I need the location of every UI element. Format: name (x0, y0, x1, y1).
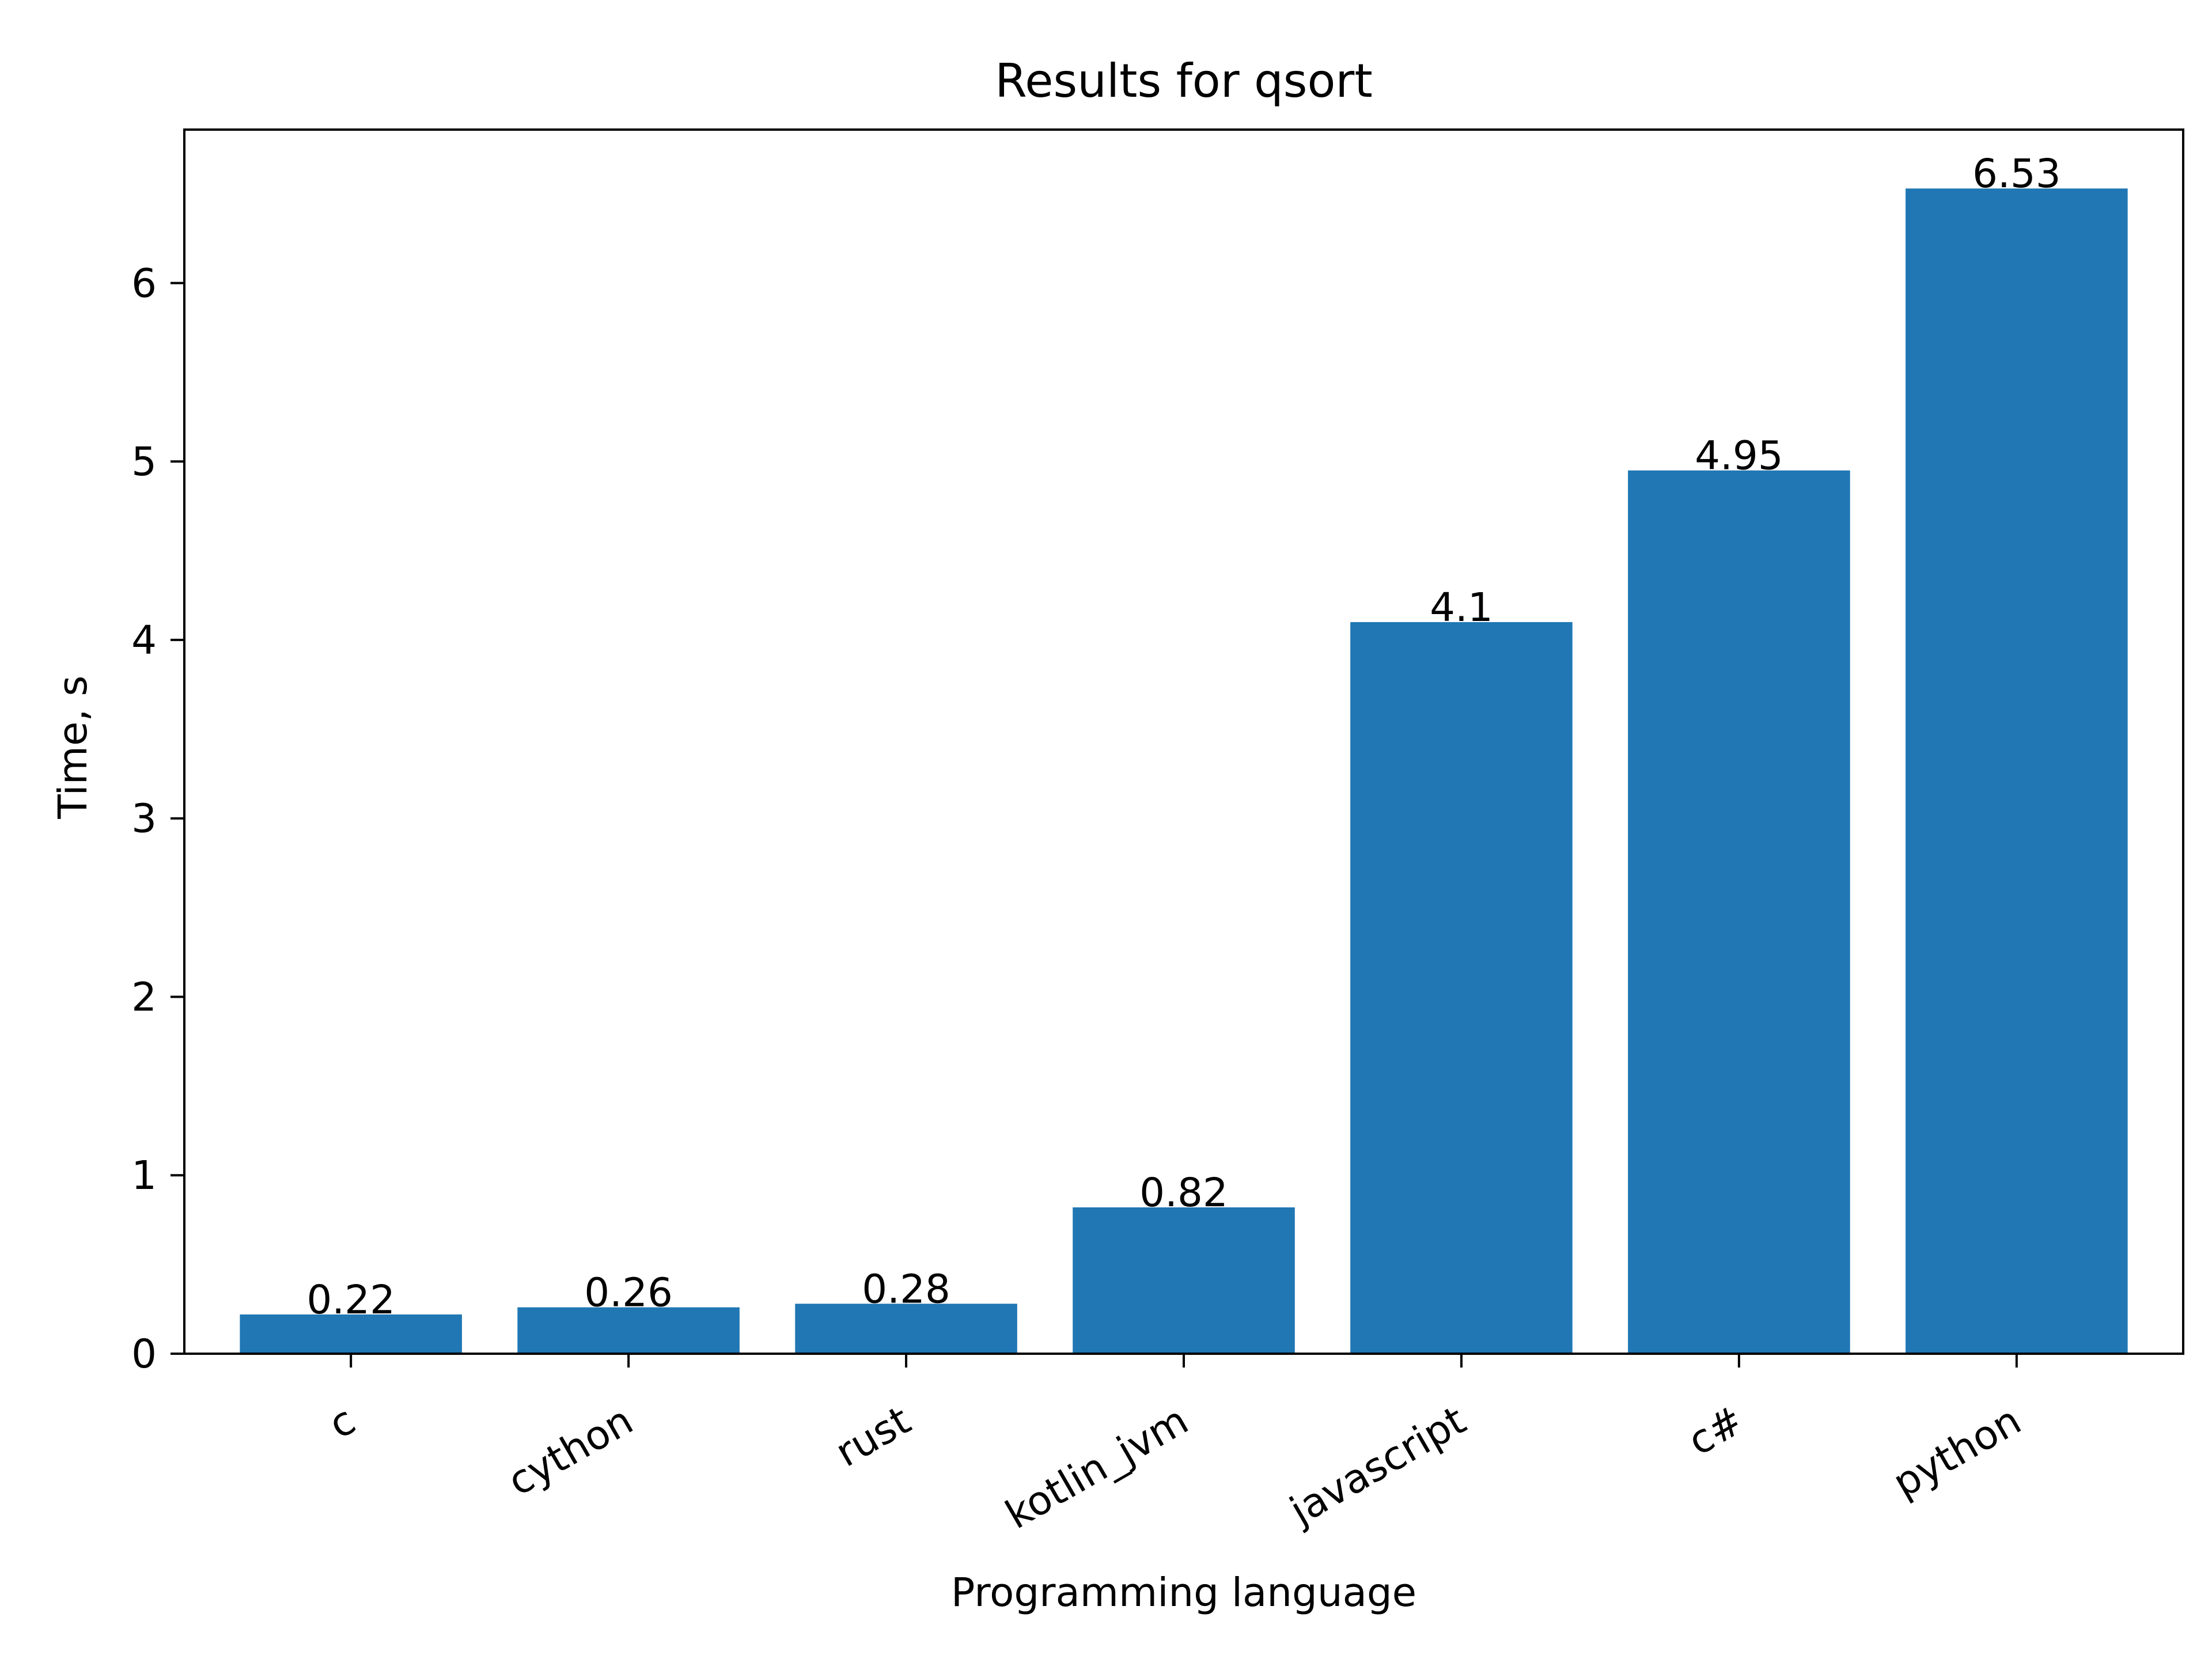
y-tick-label: 5 (131, 439, 157, 485)
y-tick-label: 4 (131, 618, 157, 664)
y-tick-label: 6 (131, 260, 157, 306)
x-tick-label: cython (500, 1397, 641, 1505)
bar-rust (795, 1304, 1017, 1354)
x-tick-label: javascript (1282, 1397, 1474, 1535)
plot-frame (183, 128, 2184, 1355)
bar-kotlin-jvm (1073, 1207, 1295, 1354)
x-tick-label: c# (1680, 1397, 1751, 1465)
data-label: 0.26 (584, 1270, 673, 1316)
data-label: 4.95 (1695, 433, 1783, 479)
x-tick-label: c (321, 1397, 363, 1448)
x-tick-label: python (1885, 1397, 2029, 1507)
bar-python (1906, 188, 2128, 1354)
x-tick-label: kotlin_jvm (998, 1397, 1196, 1539)
x-axis-label: Programming language (951, 1570, 1416, 1616)
data-label: 4.1 (1430, 585, 1493, 631)
y-tick-label: 1 (131, 1153, 157, 1199)
y-tick-label: 2 (131, 974, 157, 1020)
chart-title: Results for qsort (995, 54, 1372, 108)
y-axis-label: Time, s (50, 676, 96, 820)
data-label: 6.53 (1972, 151, 2061, 197)
data-label: 0.82 (1139, 1170, 1228, 1216)
bar-cython (517, 1307, 740, 1354)
bar-c (240, 1314, 462, 1354)
y-tick-label: 0 (131, 1331, 157, 1377)
data-label: 0.28 (862, 1266, 950, 1312)
y-tick-label: 3 (131, 796, 157, 842)
plot-area: 0.22 c 0.26 cython 0.28 rust 0.82 kotlin_jvm 4.1… (131, 128, 2184, 1539)
data-label: 0.22 (306, 1277, 395, 1323)
bar-javascript (1350, 622, 1573, 1354)
x-tick-label: rust (828, 1397, 918, 1476)
bar-c- (1628, 470, 1850, 1354)
